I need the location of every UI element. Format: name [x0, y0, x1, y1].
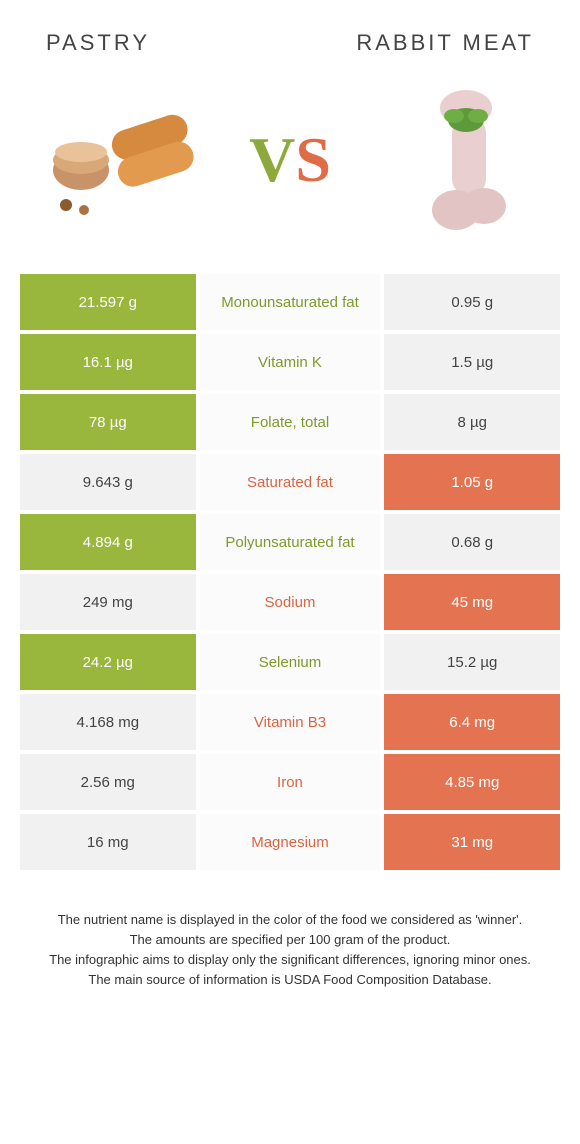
- infographic-container: Pastry Rabbit meat VS: [0, 0, 580, 1031]
- nutrient-label: Sodium: [200, 574, 381, 630]
- nutrient-label: Magnesium: [200, 814, 381, 870]
- nutrient-label: Selenium: [200, 634, 381, 690]
- table-row: 21.597 gMonounsaturated fat0.95 g: [20, 274, 560, 330]
- right-value: 45 mg: [384, 574, 560, 630]
- left-value: 16 mg: [20, 814, 196, 870]
- right-value: 1.05 g: [384, 454, 560, 510]
- note-line: The amounts are specified per 100 gram o…: [28, 930, 552, 950]
- right-value: 4.85 mg: [384, 754, 560, 810]
- left-value: 21.597 g: [20, 274, 196, 330]
- nutrient-label: Vitamin B3: [200, 694, 381, 750]
- left-value: 16.1 µg: [20, 334, 196, 390]
- table-row: 24.2 µgSelenium15.2 µg: [20, 634, 560, 690]
- table-row: 4.894 gPolyunsaturated fat0.68 g: [20, 514, 560, 570]
- left-value: 4.894 g: [20, 514, 196, 570]
- right-value: 0.95 g: [384, 274, 560, 330]
- nutrient-label: Iron: [200, 754, 381, 810]
- nutrient-label: Vitamin K: [200, 334, 381, 390]
- right-value: 0.68 g: [384, 514, 560, 570]
- left-value: 24.2 µg: [20, 634, 196, 690]
- vs-s: S: [295, 128, 331, 192]
- comparison-table: 21.597 gMonounsaturated fat0.95 g16.1 µg…: [16, 270, 564, 874]
- right-value: 1.5 µg: [384, 334, 560, 390]
- table-row: 4.168 mgVitamin B36.4 mg: [20, 694, 560, 750]
- left-food-title: Pastry: [46, 30, 150, 56]
- left-value: 78 µg: [20, 394, 196, 450]
- rabbit-meat-image: [384, 80, 544, 240]
- hero-row: VS: [16, 80, 564, 270]
- pastry-image: [36, 80, 196, 240]
- table-row: 78 µgFolate, total8 µg: [20, 394, 560, 450]
- table-row: 9.643 gSaturated fat1.05 g: [20, 454, 560, 510]
- nutrient-label: Saturated fat: [200, 454, 381, 510]
- right-value: 8 µg: [384, 394, 560, 450]
- left-value: 2.56 mg: [20, 754, 196, 810]
- right-value: 31 mg: [384, 814, 560, 870]
- note-line: The main source of information is USDA F…: [28, 970, 552, 990]
- footnotes: The nutrient name is displayed in the co…: [16, 874, 564, 991]
- left-value: 9.643 g: [20, 454, 196, 510]
- nutrient-label: Monounsaturated fat: [200, 274, 381, 330]
- note-line: The infographic aims to display only the…: [28, 950, 552, 970]
- table-row: 16.1 µgVitamin K1.5 µg: [20, 334, 560, 390]
- vs-label: VS: [249, 128, 331, 192]
- table-row: 249 mgSodium45 mg: [20, 574, 560, 630]
- table-row: 2.56 mgIron4.85 mg: [20, 754, 560, 810]
- vs-v: V: [249, 128, 295, 192]
- right-value: 6.4 mg: [384, 694, 560, 750]
- nutrient-label: Polyunsaturated fat: [200, 514, 381, 570]
- right-food-title: Rabbit meat: [356, 30, 534, 56]
- right-value: 15.2 µg: [384, 634, 560, 690]
- left-value: 4.168 mg: [20, 694, 196, 750]
- table-body: 21.597 gMonounsaturated fat0.95 g16.1 µg…: [20, 274, 560, 870]
- table-row: 16 mgMagnesium31 mg: [20, 814, 560, 870]
- left-value: 249 mg: [20, 574, 196, 630]
- title-row: Pastry Rabbit meat: [16, 20, 564, 80]
- nutrient-label: Folate, total: [200, 394, 381, 450]
- note-line: The nutrient name is displayed in the co…: [28, 910, 552, 930]
